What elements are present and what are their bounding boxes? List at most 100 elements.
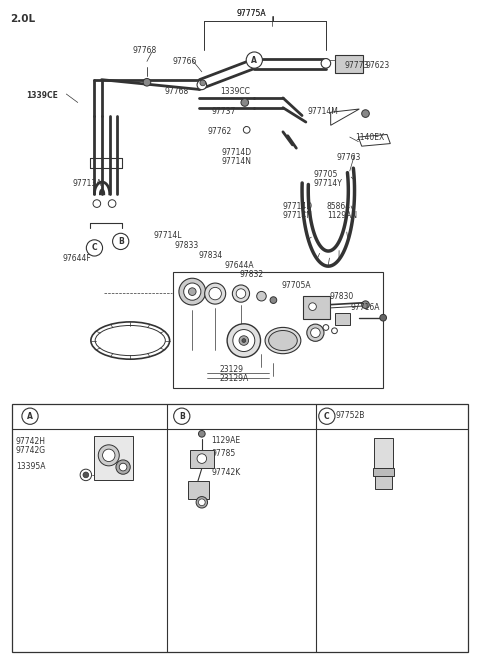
Text: 97766: 97766 — [172, 57, 197, 66]
Circle shape — [323, 325, 329, 330]
Text: 1339CC: 1339CC — [220, 88, 250, 96]
Circle shape — [307, 324, 324, 341]
Text: 97785: 97785 — [211, 449, 236, 458]
Bar — [95, 436, 132, 480]
Bar — [303, 296, 330, 319]
Text: 97705A: 97705A — [282, 280, 312, 290]
Bar — [190, 450, 214, 468]
Text: 85864: 85864 — [327, 202, 351, 212]
Circle shape — [246, 52, 263, 68]
Circle shape — [80, 469, 92, 481]
Text: 97714D: 97714D — [222, 148, 252, 157]
Circle shape — [236, 289, 246, 299]
Circle shape — [321, 58, 331, 68]
Ellipse shape — [269, 331, 297, 350]
Polygon shape — [331, 109, 360, 125]
Text: B: B — [118, 237, 123, 246]
Text: 97775A: 97775A — [236, 9, 266, 18]
Text: 23129A: 23129A — [220, 375, 249, 383]
Text: 97830: 97830 — [330, 291, 354, 301]
Text: C: C — [324, 412, 330, 421]
Text: A: A — [252, 56, 257, 65]
Circle shape — [184, 283, 201, 300]
Text: C: C — [92, 244, 97, 252]
Circle shape — [309, 303, 316, 310]
Text: 1339CE: 1339CE — [26, 92, 58, 100]
Text: 23129: 23129 — [220, 365, 244, 374]
Text: 97742K: 97742K — [211, 468, 240, 477]
Circle shape — [199, 430, 205, 437]
Text: 97763: 97763 — [336, 153, 361, 162]
Text: 97714N: 97714N — [283, 212, 313, 220]
Text: 1140EX: 1140EX — [356, 133, 385, 142]
Text: 97714D: 97714D — [283, 202, 313, 212]
Text: 97737: 97737 — [211, 107, 236, 116]
Circle shape — [319, 408, 335, 424]
Text: 13395A: 13395A — [16, 462, 45, 471]
Circle shape — [270, 297, 277, 303]
Text: 97714L: 97714L — [153, 231, 181, 240]
Circle shape — [380, 314, 386, 321]
Text: 97762: 97762 — [207, 126, 232, 136]
Circle shape — [174, 408, 190, 424]
Circle shape — [179, 278, 205, 305]
Circle shape — [197, 454, 206, 463]
Circle shape — [232, 285, 250, 302]
Circle shape — [197, 80, 206, 90]
Ellipse shape — [95, 326, 165, 356]
Text: 97742H: 97742H — [16, 437, 46, 446]
Circle shape — [22, 408, 38, 424]
Bar — [12, 404, 468, 652]
Circle shape — [239, 336, 249, 345]
Circle shape — [311, 328, 320, 337]
Circle shape — [189, 288, 196, 295]
Circle shape — [93, 200, 101, 208]
Circle shape — [143, 79, 151, 86]
Circle shape — [227, 324, 261, 357]
Text: 97714N: 97714N — [222, 157, 252, 166]
Bar — [235, 313, 331, 369]
Circle shape — [209, 288, 221, 300]
Bar — [374, 476, 392, 489]
Text: 2.0L: 2.0L — [10, 14, 35, 24]
Text: 97716A: 97716A — [351, 303, 380, 312]
Bar — [372, 468, 394, 476]
Circle shape — [86, 240, 103, 256]
Circle shape — [103, 449, 115, 462]
Text: 97768: 97768 — [165, 88, 189, 96]
Bar — [189, 481, 208, 499]
Circle shape — [116, 460, 130, 474]
Polygon shape — [359, 134, 390, 146]
Text: 97834: 97834 — [198, 251, 222, 259]
Text: 97833: 97833 — [174, 242, 198, 250]
Text: 97714M: 97714M — [308, 107, 339, 116]
Bar — [336, 313, 350, 325]
Ellipse shape — [265, 328, 301, 354]
Text: 1129AE: 1129AE — [211, 436, 240, 445]
Bar — [173, 272, 383, 388]
Text: B: B — [179, 412, 185, 421]
Bar — [373, 438, 393, 468]
Circle shape — [204, 283, 226, 304]
Text: 97773: 97773 — [344, 62, 369, 70]
Circle shape — [98, 445, 119, 466]
Text: 97705: 97705 — [314, 170, 338, 179]
Circle shape — [113, 233, 129, 250]
Circle shape — [257, 291, 266, 301]
Circle shape — [200, 80, 205, 86]
Text: 97714Y: 97714Y — [314, 179, 343, 188]
Circle shape — [119, 463, 127, 471]
Text: A: A — [27, 412, 33, 421]
Text: 97644F: 97644F — [62, 254, 91, 263]
Text: 97752B: 97752B — [336, 411, 365, 420]
Circle shape — [332, 328, 337, 333]
Circle shape — [83, 472, 89, 477]
Text: 97742G: 97742G — [16, 446, 46, 455]
Circle shape — [243, 126, 250, 133]
Text: 97713A: 97713A — [72, 179, 101, 188]
Circle shape — [241, 99, 249, 106]
Circle shape — [242, 339, 246, 343]
Circle shape — [362, 301, 369, 309]
Circle shape — [233, 329, 255, 352]
Text: 97644A: 97644A — [225, 261, 254, 270]
